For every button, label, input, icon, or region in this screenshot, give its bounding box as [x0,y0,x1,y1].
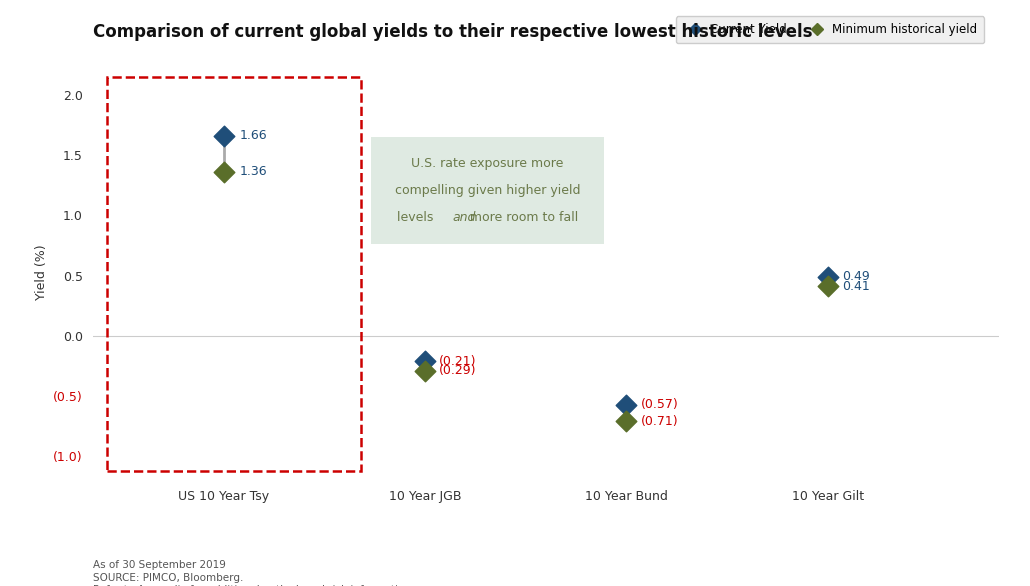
Text: (0.21): (0.21) [439,355,477,367]
Legend: Current Yield, Minimum historical yield: Current Yield, Minimum historical yield [676,16,984,43]
Bar [107,77,360,471]
Text: SOURCE: PIMCO, Bloomberg.: SOURCE: PIMCO, Bloomberg. [93,573,243,582]
Text: Comparison of current global yields to their respective lowest historic levels: Comparison of current global yields to t… [93,23,813,42]
Point [618,400,634,409]
Point [215,131,232,140]
Point [820,282,836,291]
Text: (0.57): (0.57) [641,398,679,411]
Point [618,417,634,426]
Text: (0.71): (0.71) [641,415,678,428]
FancyBboxPatch shape [371,137,605,244]
Text: Refer to Appendix for additional outlook and risk information: Refer to Appendix for additional outlook… [93,585,411,586]
Text: compelling given higher yield: compelling given higher yield [394,184,580,197]
Point [417,366,434,376]
Text: 1.36: 1.36 [240,165,268,178]
Text: 1.66: 1.66 [240,129,268,142]
Text: levels              more room to fall: levels more room to fall [397,210,578,223]
Point [417,356,434,366]
Text: and: and [452,210,476,223]
Point [215,167,232,176]
Text: (0.29): (0.29) [439,364,477,377]
Text: As of 30 September 2019: As of 30 September 2019 [93,560,226,570]
Text: 0.41: 0.41 [842,280,869,293]
Text: 0.49: 0.49 [842,270,869,283]
Text: U.S. rate exposure more: U.S. rate exposure more [411,158,563,171]
Y-axis label: Yield (%): Yield (%) [35,245,47,300]
Point [820,272,836,281]
